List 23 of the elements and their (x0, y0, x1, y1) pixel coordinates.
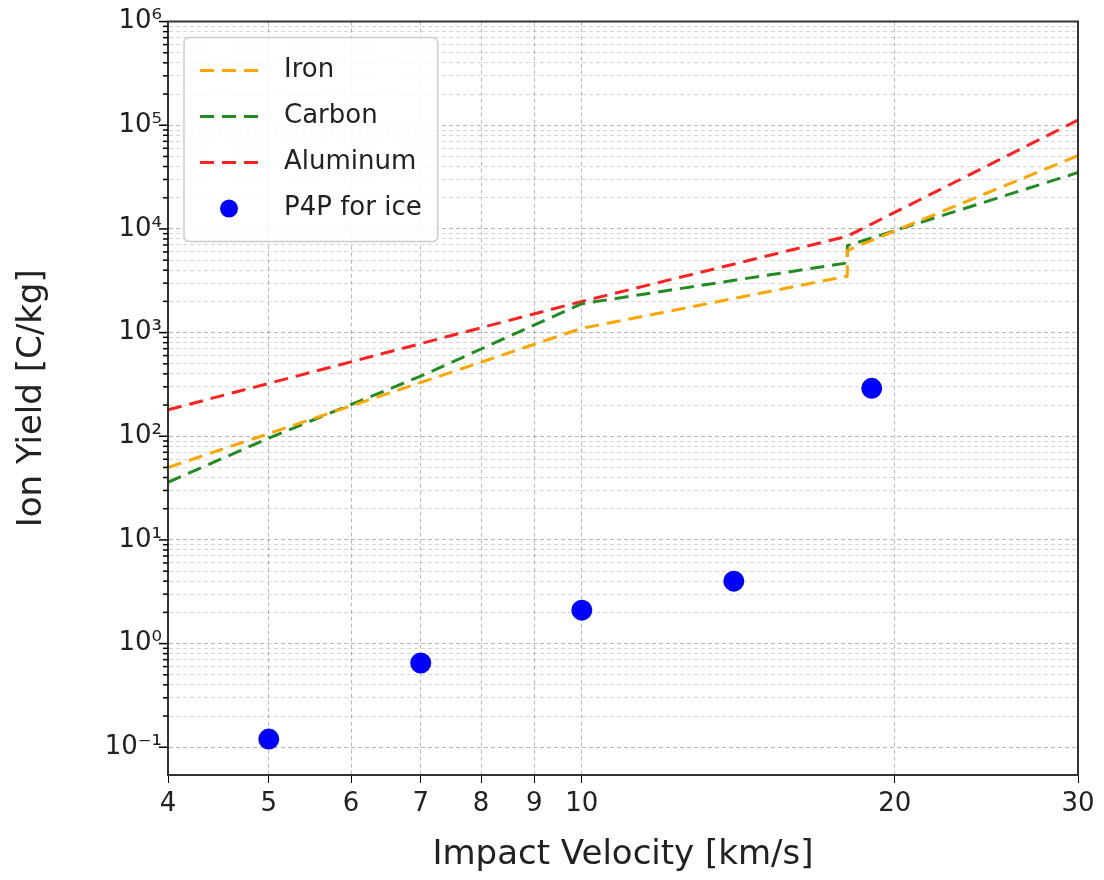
legend-label: P4P for ice (284, 191, 422, 222)
y-tick-label: 10⁶ (118, 4, 162, 35)
y-tick-label: 10⁵ (118, 108, 162, 139)
x-tick-label: 5 (260, 787, 278, 818)
y-tick-label: 10² (118, 419, 162, 450)
x-tick-label: 30 (1061, 787, 1095, 818)
y-tick-label: 10⁻¹ (104, 730, 162, 761)
legend-label: Carbon (284, 99, 378, 130)
x-tick-label: 6 (342, 787, 360, 818)
legend-label: Iron (284, 53, 335, 84)
y-tick-label: 10⁰ (118, 626, 162, 657)
x-tick-label: 9 (525, 787, 543, 818)
y-tick-label: 10⁴ (118, 211, 162, 242)
y-tick-label: 10¹ (118, 522, 162, 553)
x-axis-title: Impact Velocity [km/s] (432, 832, 814, 873)
x-tick-label: 7 (412, 787, 430, 818)
x-tick-label: 4 (159, 787, 177, 818)
x-tick-label: 8 (472, 787, 490, 818)
legend-label: Aluminum (284, 145, 417, 176)
x-tick-label: 10 (565, 787, 599, 818)
x-tick-label: 20 (878, 787, 912, 818)
y-tick-label: 10³ (118, 315, 162, 346)
y-axis-title: Ion Yield [C/kg] (9, 269, 50, 528)
